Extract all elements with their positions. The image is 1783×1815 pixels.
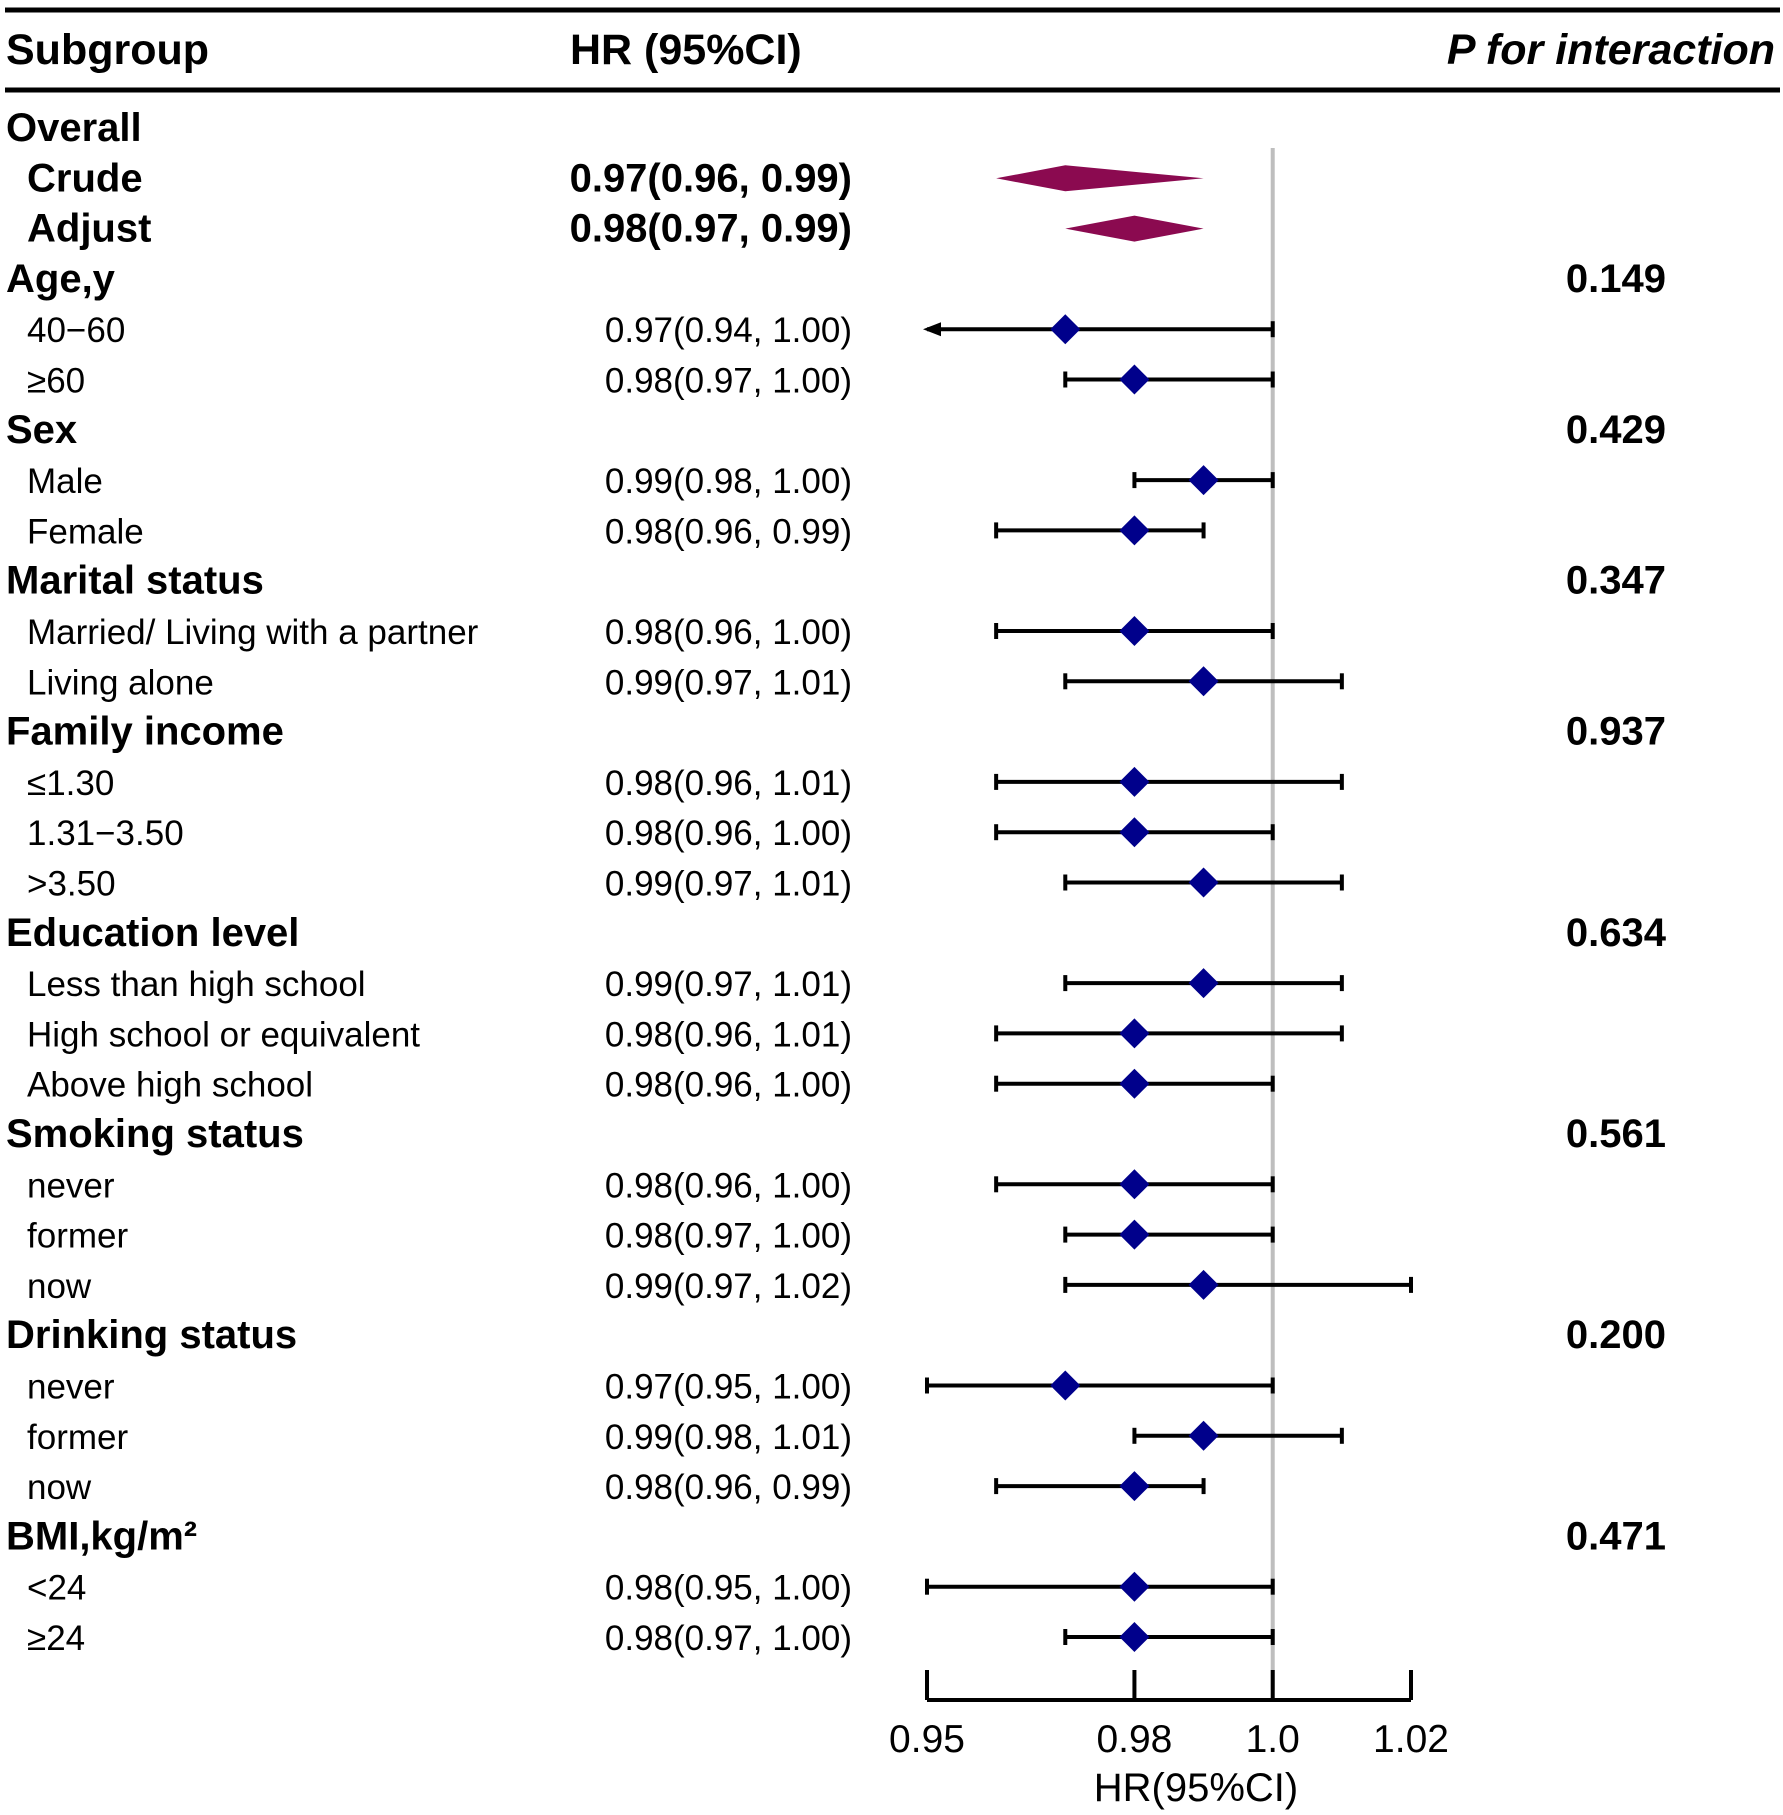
subgroup-label: 40−60: [27, 311, 125, 350]
subgroup-label: Living alone: [27, 663, 214, 702]
x-tick-label: 0.98: [1096, 1718, 1172, 1761]
p-interaction-value: 0.149: [1566, 257, 1666, 301]
overall-label: Crude: [27, 156, 143, 200]
hr-ci-text: 0.99(0.97, 1.01): [605, 865, 852, 904]
hr-point: [1119, 817, 1150, 848]
hr-point: [1119, 515, 1150, 546]
p-interaction-value: 0.634: [1566, 911, 1667, 955]
subgroup-label: never: [27, 1368, 115, 1407]
subgroup-label: now: [27, 1468, 92, 1507]
subgroup-label: ≥24: [27, 1619, 85, 1658]
subgroup-label: >3.50: [27, 865, 116, 904]
hr-ci-text: 0.97(0.94, 1.00): [605, 311, 852, 350]
p-interaction-value: 0.200: [1566, 1313, 1666, 1357]
p-interaction-value: 0.937: [1566, 710, 1666, 754]
group-label: Drinking status: [6, 1313, 297, 1357]
hr-ci-text: 0.98(0.96, 1.00): [605, 613, 852, 652]
hr-ci-text: 0.98(0.97, 1.00): [605, 362, 852, 401]
subgroup-label: Less than high school: [27, 965, 366, 1004]
hr-point: [1188, 968, 1219, 999]
subgroup-label: ≤1.30: [27, 764, 114, 803]
hr-point: [1119, 1068, 1150, 1099]
group-label: Sex: [6, 408, 77, 452]
subgroup-label: <24: [27, 1569, 86, 1608]
p-interaction-value: 0.471: [1566, 1514, 1666, 1558]
hr-point: [1188, 666, 1219, 697]
group-label: BMI,kg/m²: [6, 1514, 197, 1558]
hr-point: [1119, 1571, 1150, 1602]
hr-ci-text: 0.98(0.96, 1.01): [605, 764, 852, 803]
hr-ci-text: 0.99(0.97, 1.01): [605, 663, 852, 702]
ci-arrow-left: [923, 322, 941, 337]
subgroup-label: ≥60: [27, 362, 85, 401]
hr-ci-text: 0.98(0.96, 1.00): [605, 814, 852, 853]
estimate-marks: [923, 165, 1413, 1652]
subgroup-label: High school or equivalent: [27, 1015, 420, 1054]
subgroup-header: Subgroup: [6, 26, 209, 74]
hr-ci-text: 0.97(0.96, 0.99): [570, 156, 852, 200]
hr-ci-text: 0.98(0.96, 0.99): [605, 1468, 852, 1507]
hr-point: [1119, 364, 1150, 395]
subgroup-label: Male: [27, 462, 103, 501]
subgroup-label: former: [27, 1217, 128, 1256]
summary-diamond: [1065, 215, 1204, 242]
p-interaction-header: P for interaction: [1447, 26, 1775, 74]
group-label: Education level: [6, 911, 299, 955]
p-interaction-value: 0.347: [1566, 559, 1666, 603]
hr-ci-text: 0.98(0.95, 1.00): [605, 1569, 852, 1608]
hr-ci-text: 0.99(0.97, 1.01): [605, 965, 852, 1004]
hr-header: HR (95%CI): [570, 26, 802, 74]
hr-ci-text: 0.99(0.98, 1.00): [605, 462, 852, 501]
hr-point: [1188, 867, 1219, 898]
summary-diamond: [996, 165, 1204, 192]
hr-point: [1119, 766, 1150, 797]
overall-label: Adjust: [27, 207, 151, 251]
subgroup-label: former: [27, 1418, 128, 1457]
hr-ci-text: 0.98(0.96, 0.99): [605, 512, 852, 551]
hr-point: [1119, 1471, 1150, 1502]
hr-point: [1119, 1622, 1150, 1652]
hr-point: [1050, 314, 1081, 345]
subgroup-label: 1.31−3.50: [27, 814, 184, 853]
subgroup-label: Female: [27, 512, 144, 551]
subgroup-label: Married/ Living with a partner: [27, 613, 479, 652]
group-label: Age,y: [6, 257, 116, 301]
x-tick-label: 0.95: [889, 1718, 965, 1761]
hr-point: [1119, 1169, 1150, 1200]
hr-ci-text: 0.98(0.97, 1.00): [605, 1217, 852, 1256]
subgroup-label: now: [27, 1267, 92, 1306]
table-rows: Overall Crude 0.97(0.96, 0.99) Adjust 0.98(0…: [6, 106, 1667, 1658]
hr-ci-text: 0.98(0.96, 1.00): [605, 1166, 852, 1205]
p-interaction-value: 0.561: [1566, 1112, 1666, 1156]
x-tick-label: 1.0: [1246, 1718, 1300, 1761]
x-tick-label: 1.02: [1373, 1718, 1449, 1761]
hr-point: [1119, 1219, 1150, 1250]
p-interaction-value: 0.429: [1566, 408, 1666, 452]
subgroup-label: never: [27, 1166, 115, 1205]
hr-ci-text: 0.98(0.96, 1.01): [605, 1015, 852, 1054]
hr-ci-text: 0.98(0.96, 1.00): [605, 1066, 852, 1105]
group-label: Overall: [6, 106, 142, 150]
hr-ci-text: 0.98(0.97, 1.00): [605, 1619, 852, 1658]
x-axis: 0.95 0.98 1.0 1.02 HR(95%CI): [889, 1670, 1449, 1810]
hr-ci-text: 0.99(0.97, 1.02): [605, 1267, 852, 1306]
hr-ci-text: 0.97(0.95, 1.00): [605, 1368, 852, 1407]
subgroup-label: Above high school: [27, 1066, 313, 1105]
hr-point: [1188, 465, 1219, 496]
hr-point: [1050, 1370, 1081, 1401]
hr-point: [1188, 1269, 1219, 1300]
x-axis-title: HR(95%CI): [1094, 1766, 1298, 1810]
hr-point: [1119, 1018, 1150, 1049]
hr-ci-text: 0.99(0.98, 1.01): [605, 1418, 852, 1457]
group-label: Marital status: [6, 559, 264, 603]
hr-point: [1188, 1420, 1219, 1451]
group-label: Family income: [6, 710, 284, 754]
hr-ci-text: 0.98(0.97, 0.99): [570, 207, 852, 251]
group-label: Smoking status: [6, 1112, 304, 1156]
hr-point: [1119, 616, 1150, 646]
